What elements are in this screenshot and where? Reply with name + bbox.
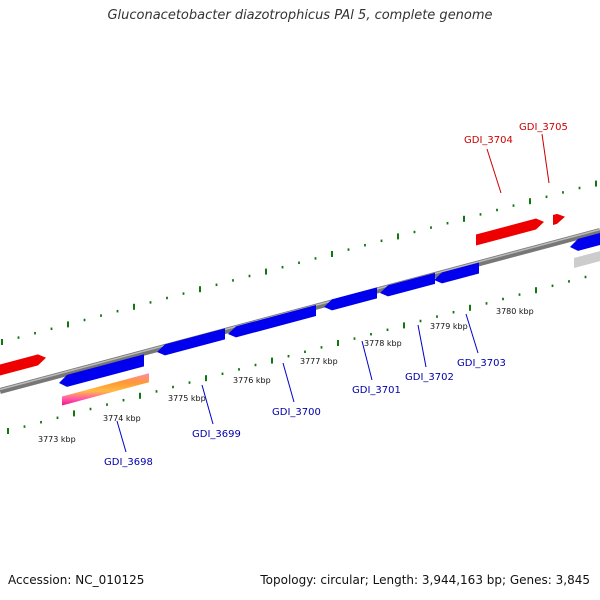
- leader-GDI_3705: [541, 133, 550, 184]
- gene-label-GDI_3698[interactable]: GDI_3698: [104, 457, 153, 468]
- gene-GDI_3703[interactable]: [434, 262, 479, 284]
- leader-GDI_3699: [201, 384, 214, 425]
- gene-GDI_3704[interactable]: [476, 218, 544, 246]
- gene-label-GDI_3705[interactable]: GDI_3705: [519, 122, 568, 133]
- feature-grey-right[interactable]: [574, 251, 600, 268]
- gene-label-GDI_3699[interactable]: GDI_3699: [192, 429, 241, 440]
- gene-labels: GDI_3698 GDI_3699 GDI_3700 GDI_3701 GDI_…: [104, 122, 568, 468]
- gene-GDI_3701[interactable]: [324, 287, 377, 311]
- gene-label-GDI_3700[interactable]: GDI_3700: [272, 407, 321, 418]
- kbp-label-3779: 3779 kbp: [430, 322, 468, 331]
- gene-GDI_3700[interactable]: [228, 305, 316, 338]
- topology-label: Topology: circular; Length: 3,944,163 bp…: [260, 573, 590, 587]
- kbp-labels: 3773 kbp 3774 kbp 3775 kbp 3776 kbp 3777…: [38, 307, 534, 444]
- gene-label-GDI_3702[interactable]: GDI_3702: [405, 372, 454, 383]
- kbp-label-3776: 3776 kbp: [233, 376, 271, 385]
- inner-tick-row: [7, 275, 587, 434]
- kbp-label-3777: 3777 kbp: [300, 357, 338, 366]
- gene-GDI_3705[interactable]: [553, 213, 565, 225]
- gene-label-GDI_3701[interactable]: GDI_3701: [352, 385, 401, 396]
- forward-genes: [0, 213, 565, 376]
- gene-GDI_3698[interactable]: [59, 354, 144, 387]
- gene-GDI_3699[interactable]: [157, 328, 225, 356]
- map-title: Gluconacetobacter diazotrophicus PAl 5, …: [107, 8, 493, 23]
- kbp-label-3780: 3780 kbp: [496, 307, 534, 316]
- kbp-label-3778: 3778 kbp: [364, 339, 402, 348]
- leader-GDI_3702: [417, 324, 427, 368]
- kbp-label-3774: 3774 kbp: [103, 414, 141, 423]
- accession-label: Accession: NC_010125: [8, 573, 145, 587]
- kbp-label-3775: 3775 kbp: [168, 394, 206, 403]
- reverse-genes: [59, 233, 600, 406]
- gene-label-GDI_3704[interactable]: GDI_3704: [464, 135, 513, 146]
- gene-leader-lines: [116, 133, 550, 453]
- gene-GDI_3702[interactable]: [380, 272, 435, 297]
- kbp-label-3773: 3773 kbp: [38, 435, 76, 444]
- leader-GDI_3701: [361, 340, 373, 381]
- outer-tick-row: [1, 180, 597, 345]
- leader-GDI_3704: [486, 148, 502, 194]
- gene-label-GDI_3703[interactable]: GDI_3703: [457, 358, 506, 369]
- gene-reverse-right[interactable]: [570, 233, 600, 251]
- leader-GDI_3698: [116, 420, 127, 453]
- gene-forward-left[interactable]: [0, 354, 46, 376]
- leader-GDI_3700: [282, 362, 295, 403]
- leader-GDI_3703: [465, 313, 479, 354]
- rna-feature[interactable]: [62, 373, 149, 406]
